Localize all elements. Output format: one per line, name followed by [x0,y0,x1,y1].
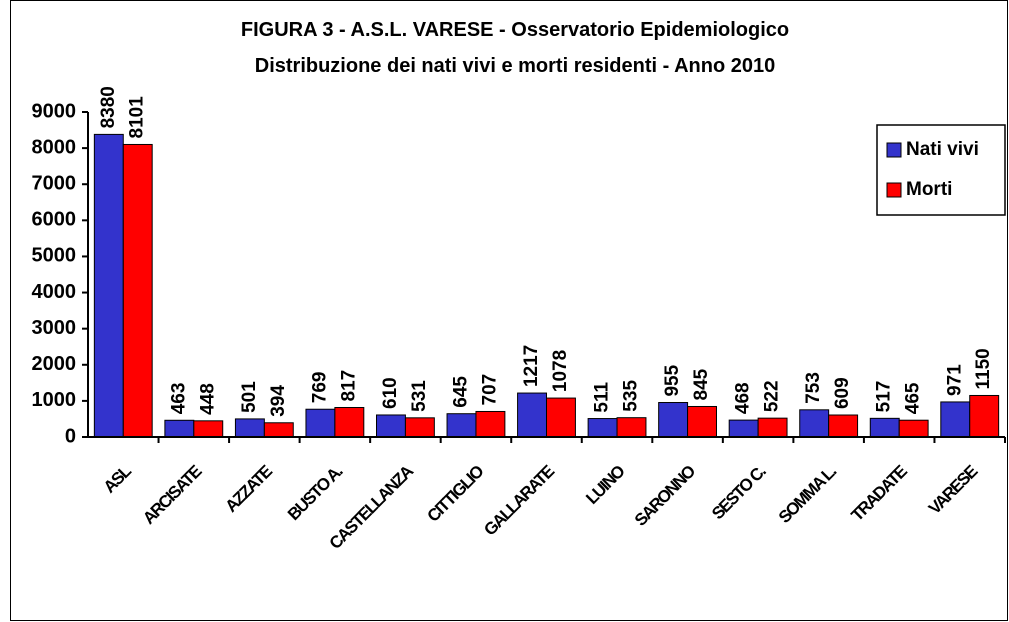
value-label: 609 [832,377,853,409]
bar [799,409,830,438]
bar [122,143,153,438]
y-tick-label: 3000 [32,317,77,339]
value-label: 707 [479,374,500,406]
value-label: 501 [239,381,260,413]
value-label: 465 [903,382,924,414]
y-tick-label: 7000 [32,173,77,195]
legend-swatch [886,142,902,158]
bar [475,410,506,438]
value-label: 8380 [98,86,119,128]
bar [193,420,224,438]
bar [940,401,971,438]
bar [263,422,294,438]
bar [546,397,576,438]
value-label: 531 [409,380,430,412]
bar [969,394,1000,438]
y-tick-label: 4000 [32,281,77,303]
value-label: 971 [944,364,965,396]
value-label: 845 [691,368,712,400]
value-label: 1150 [973,348,994,389]
bar [404,417,435,438]
legend-box [876,124,1006,216]
bar [517,392,547,438]
y-tick-label: 9000 [32,100,77,122]
bar [446,413,477,438]
value-label: 610 [380,377,401,409]
value-label: 1078 [550,350,571,392]
bar [728,419,759,438]
legend-label: Nati vivi [906,139,979,160]
legend-swatch [886,182,902,198]
y-tick-label: 1000 [32,389,77,411]
y-tick-label: 0 [65,425,76,447]
value-label: 468 [733,382,754,414]
value-label: 769 [309,372,330,404]
value-label: 955 [662,364,683,396]
bar [305,408,336,438]
y-tick-label: 8000 [32,136,77,158]
bar [687,405,717,438]
value-label: 522 [762,380,783,412]
chart-title: FIGURA 3 - A.S.L. VARESE - Osservatorio … [241,19,789,41]
value-label: 753 [803,372,824,404]
bar [164,419,195,438]
value-label: 517 [874,381,895,413]
value-label: 645 [451,376,472,408]
value-label: 448 [197,383,218,415]
bar [234,418,265,438]
value-label: 463 [168,383,189,415]
chart-subtitle: Distribuzione dei nati vivi e morti resi… [255,55,775,77]
y-tick-label: 5000 [32,245,77,267]
bar [93,133,124,438]
bar [828,414,859,438]
bar [757,417,788,438]
bar [376,414,406,438]
bar [898,419,929,438]
y-tick-label: 6000 [32,209,77,231]
legend-label: Morti [906,179,952,200]
y-tick-label: 2000 [32,353,77,375]
bar [616,417,647,438]
value-label: 394 [268,385,289,417]
value-label: 535 [621,380,642,412]
bar [334,406,365,438]
bar [658,402,689,438]
bar [869,417,900,438]
value-label: 1217 [521,345,542,387]
chart-border [10,0,1008,621]
bar [587,418,618,438]
value-label: 817 [338,370,359,402]
value-label: 511 [592,381,613,412]
value-label: 8101 [127,96,148,139]
